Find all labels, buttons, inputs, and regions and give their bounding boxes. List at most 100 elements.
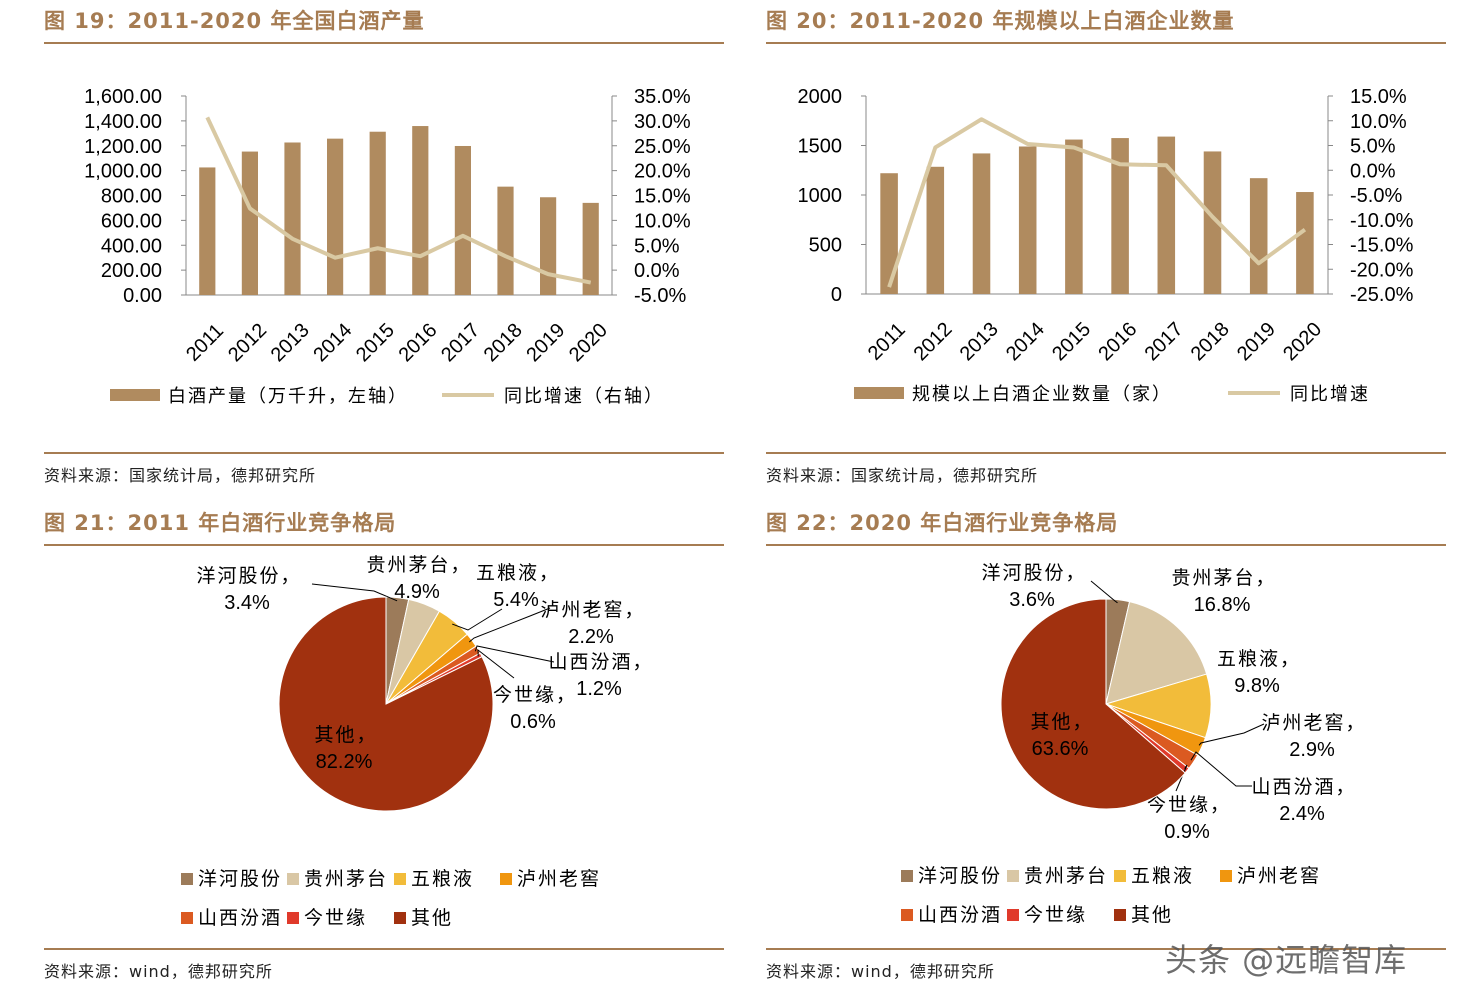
leader-line xyxy=(468,607,551,643)
pie-chart-2011: 洋河股份， 3.4% 贵州茅台， 4.9% 五粮液， 5.4% 泸州老窖， 2.2% 山西汾酒，… xyxy=(181,554,652,929)
right-tick-label: 15.0% xyxy=(1350,86,1407,108)
slice-name-label: 泸州老窖， xyxy=(1261,712,1366,734)
x-tick-label: 2019 xyxy=(522,319,569,366)
legend-label: 泸州老窖 xyxy=(517,868,601,890)
slice-name-label: 五粮液， xyxy=(1217,648,1301,670)
legend-label: 五粮液 xyxy=(1131,865,1194,887)
left-tick-label: 1,600.00 xyxy=(84,86,162,108)
x-tick-label: 2017 xyxy=(1141,318,1188,365)
slice-name-label: 今世缘， xyxy=(493,684,577,706)
legend-swatch xyxy=(181,912,193,924)
legend-label: 五粮液 xyxy=(411,868,474,890)
slice-name-label: 泸州老窖， xyxy=(540,599,645,621)
legend-label: 今世缘 xyxy=(304,907,367,929)
pie-chart-2020: 洋河股份， 3.6% 贵州茅台， 16.8% 五粮液， 9.8% 泸州老窖， 2.9% 山西汾酒… xyxy=(901,562,1366,926)
slice-value-label: 16.8% xyxy=(1194,594,1251,616)
slice-name-label: 其他， xyxy=(314,724,377,746)
bar-2011 xyxy=(199,167,216,295)
left-tick-label: 1000 xyxy=(798,185,843,207)
chart-title: 图 22：2020 年白酒行业竞争格局 xyxy=(766,502,1446,546)
leader-line xyxy=(452,608,503,631)
source-note: 资料来源：wind，德邦研究所 xyxy=(44,948,724,982)
bar-2012 xyxy=(241,151,258,295)
source-note: 资料来源：wind，德邦研究所 xyxy=(766,948,1446,982)
legend-swatch xyxy=(901,909,913,921)
slice-value-label: 63.6% xyxy=(1032,738,1089,760)
legend-swatch xyxy=(1114,909,1126,921)
legend-label: 山西汾酒 xyxy=(198,907,282,929)
right-tick-label: 15.0% xyxy=(634,186,691,208)
pie-slice-1 xyxy=(1105,601,1208,705)
x-tick-label: 2016 xyxy=(395,319,442,366)
right-tick-label: -5.0% xyxy=(634,285,686,307)
left-tick-label: 1500 xyxy=(798,136,843,158)
chart-title: 图 19：2011-2020 年全国白酒产量 xyxy=(44,0,724,44)
slice-name-label: 贵州茅台， xyxy=(1171,567,1276,589)
slice-value-label: 4.9% xyxy=(394,581,440,603)
left-tick-label: 1,400.00 xyxy=(84,111,162,133)
legend-swatch xyxy=(1007,870,1019,882)
x-tick-label: 2020 xyxy=(565,319,612,366)
legend-swatch xyxy=(1114,870,1126,882)
slice-name-label: 洋河股份， xyxy=(196,565,301,587)
slice-name-label: 其他， xyxy=(1030,711,1093,733)
x-tick-label: 2018 xyxy=(1187,318,1234,365)
right-tick-label: 10.0% xyxy=(1350,111,1407,133)
x-tick-label: 2015 xyxy=(352,319,399,366)
bar-2012 xyxy=(926,166,945,294)
slice-name-label: 贵州茅台， xyxy=(366,554,471,576)
right-tick-label: -15.0% xyxy=(1350,235,1414,257)
legend-label-bars: 白酒产量（万千升，左轴） xyxy=(168,386,408,406)
left-tick-label: 400.00 xyxy=(101,235,162,257)
left-tick-label: 0 xyxy=(831,284,842,306)
right-tick-label: 0.0% xyxy=(634,260,680,282)
panel-chart-20: 图 20：2011-2020 年规模以上白酒企业数量 0 500 1000 1500 2… xyxy=(766,0,1446,490)
legend-swatch xyxy=(901,870,913,882)
leader-line xyxy=(1198,723,1265,746)
legend-swatch xyxy=(500,873,512,885)
legend-swatch xyxy=(394,873,406,885)
legend-swatch xyxy=(287,873,299,885)
bar-2015 xyxy=(369,131,386,295)
legend-swatch xyxy=(287,912,299,924)
legend-label: 其他 xyxy=(411,907,453,929)
left-tick-label: 2000 xyxy=(798,86,843,108)
bar-2015 xyxy=(1065,139,1083,294)
x-tick-label: 2012 xyxy=(910,318,957,365)
right-tick-label: 35.0% xyxy=(634,86,691,108)
legend-label: 山西汾酒 xyxy=(918,904,1002,926)
bar-2013 xyxy=(972,153,991,294)
legend-label-bars: 规模以上白酒企业数量（家） xyxy=(912,384,1172,404)
x-tick-label: 2011 xyxy=(182,320,228,366)
right-tick-label: -5.0% xyxy=(1350,185,1402,207)
x-tick-label: 2013 xyxy=(267,319,314,366)
slice-value-label: 3.4% xyxy=(224,592,270,614)
x-tick-label: 2014 xyxy=(1002,318,1049,365)
bar-2019 xyxy=(1249,178,1268,294)
bar-2020 xyxy=(1296,192,1314,294)
bar-2013 xyxy=(284,142,301,295)
leader-line xyxy=(474,645,555,663)
panel-chart-22: 图 22：2020 年白酒行业竞争格局 洋河股份， 3.6% 贵州茅台， 16.8% 五… xyxy=(766,502,1446,1002)
leader-line xyxy=(477,648,515,679)
x-tick-label: 2017 xyxy=(437,319,484,366)
right-tick-label: 5.0% xyxy=(634,235,680,257)
slice-value-label: 2.4% xyxy=(1279,803,1325,825)
x-tick-label: 2019 xyxy=(1233,318,1280,365)
combo-chart-enterprises: 0 500 1000 1500 2000 -25.0% -20.0%-15.0% -10.0%… xyxy=(798,86,1414,404)
bar-2017 xyxy=(454,145,471,295)
slice-value-label: 82.2% xyxy=(316,751,373,773)
slice-value-label: 9.8% xyxy=(1234,675,1280,697)
legend-label-line: 同比增速（右轴） xyxy=(504,386,664,406)
left-tick-label: 200.00 xyxy=(101,260,162,282)
right-tick-label: -10.0% xyxy=(1350,210,1414,232)
right-tick-label: 30.0% xyxy=(634,111,691,133)
left-tick-label: 500 xyxy=(809,235,842,257)
leader-line xyxy=(1175,764,1188,792)
legend-swatch xyxy=(1007,909,1019,921)
left-tick-label: 0.00 xyxy=(123,285,162,307)
bar-2014 xyxy=(327,138,344,295)
legend-label: 其他 xyxy=(1131,904,1173,926)
legend-swatch-bars xyxy=(110,389,160,401)
